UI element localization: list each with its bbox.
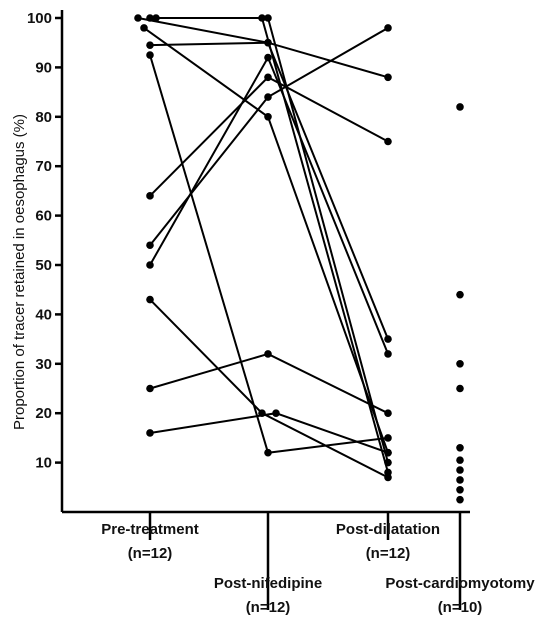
- category-n-3: (n=12): [366, 545, 411, 562]
- y-tick-label-20: 20: [35, 405, 52, 422]
- point-patient-7-2: [264, 73, 272, 82]
- category-label-1: Pre-treatment: [101, 521, 199, 538]
- point-cardiomyotomy-7: [456, 466, 464, 474]
- point-patient-8-1: [146, 241, 154, 250]
- point-patient-6-1: [146, 51, 154, 59]
- point-patient-5-3: [384, 73, 392, 82]
- point-cardiomyotomy-9: [456, 485, 464, 494]
- point-patient-5-2: [264, 38, 272, 47]
- point-patient-9-3: [384, 350, 392, 358]
- point-patient-7-1: [146, 192, 154, 200]
- point-patient-2-1: [152, 14, 160, 22]
- point-patient-9-1: [146, 261, 154, 269]
- point-patient-11-2: [264, 350, 272, 358]
- point-cardiomyotomy-4: [456, 384, 464, 393]
- point-patient-6-3: [384, 434, 392, 442]
- point-patient-4-1: [140, 24, 148, 32]
- category-label-2: Post-nifedipine: [214, 575, 322, 592]
- point-patient-12-2: [272, 409, 280, 418]
- patient-line-9: [149, 55, 389, 355]
- patient-line-2: [156, 17, 389, 473]
- point-patient-1-1: [146, 14, 154, 22]
- patient-line-12: [149, 412, 389, 454]
- point-cardiomyotomy-8: [456, 476, 464, 484]
- point-patient-3-1: [134, 14, 142, 22]
- point-patient-12-1: [146, 429, 154, 437]
- y-tick-label-40: 40: [35, 306, 52, 323]
- point-patient-10-3: [384, 473, 392, 482]
- point-patient-11-1: [146, 384, 154, 393]
- category-labels: Pre-treatment (n=12) Post-nifedipine (n=12)…: [101, 521, 535, 616]
- point-patient-7-3: [384, 137, 392, 146]
- patient-line-4: [143, 27, 389, 454]
- point-patient-9-2: [264, 53, 272, 62]
- category-n-2: (n=12): [246, 599, 291, 616]
- point-patient-8-3: [384, 24, 392, 32]
- y-ticks: 10 20 30 40 50 60 70 80 90 100: [27, 10, 62, 472]
- point-patient-2-2: [258, 14, 266, 22]
- point-cardiomyotomy-3: [456, 360, 464, 368]
- patient-line-11: [149, 352, 389, 415]
- y-tick-label-90: 90: [35, 59, 52, 76]
- point-patient-3-3: [384, 335, 392, 343]
- y-tick-label-10: 10: [35, 455, 52, 472]
- data-points: [134, 14, 464, 504]
- point-cardiomyotomy-5: [456, 443, 464, 452]
- point-patient-5-1: [146, 41, 154, 49]
- y-tick-label-70: 70: [35, 158, 52, 175]
- y-tick-label-30: 30: [35, 356, 52, 373]
- y-tick-label-60: 60: [35, 208, 52, 225]
- point-cardiomyotomy-1: [456, 103, 464, 111]
- point-cardiomyotomy-6: [456, 456, 464, 464]
- point-patient-8-2: [264, 93, 272, 101]
- point-patient-11-3: [384, 409, 392, 418]
- category-label-3: Post-dilatation: [336, 521, 440, 538]
- category-n-4: (n=10): [438, 599, 483, 616]
- axes: [60, 10, 470, 514]
- patient-lines: [137, 17, 389, 479]
- x-ticks: [148, 512, 462, 610]
- point-cardiomyotomy-2: [456, 290, 464, 299]
- y-axis-label: Proportion of tracer retained in oesopha…: [11, 114, 28, 430]
- y-tick-label-80: 80: [35, 109, 52, 126]
- point-patient-6-2: [264, 448, 272, 457]
- point-patient-10-1: [146, 295, 154, 304]
- point-patient-10-2: [258, 409, 266, 418]
- y-tick-label-50: 50: [35, 257, 52, 274]
- category-label-4: Post-cardiomyotomy: [385, 575, 535, 592]
- point-patient-4-2: [264, 113, 272, 121]
- point-patient-1-3: [384, 458, 392, 467]
- point-patient-1-2: [264, 14, 272, 22]
- category-n-1: (n=12): [128, 545, 173, 562]
- point-cardiomyotomy-10: [456, 495, 464, 504]
- point-patient-12-3: [384, 448, 392, 457]
- y-tick-label-100: 100: [27, 10, 52, 27]
